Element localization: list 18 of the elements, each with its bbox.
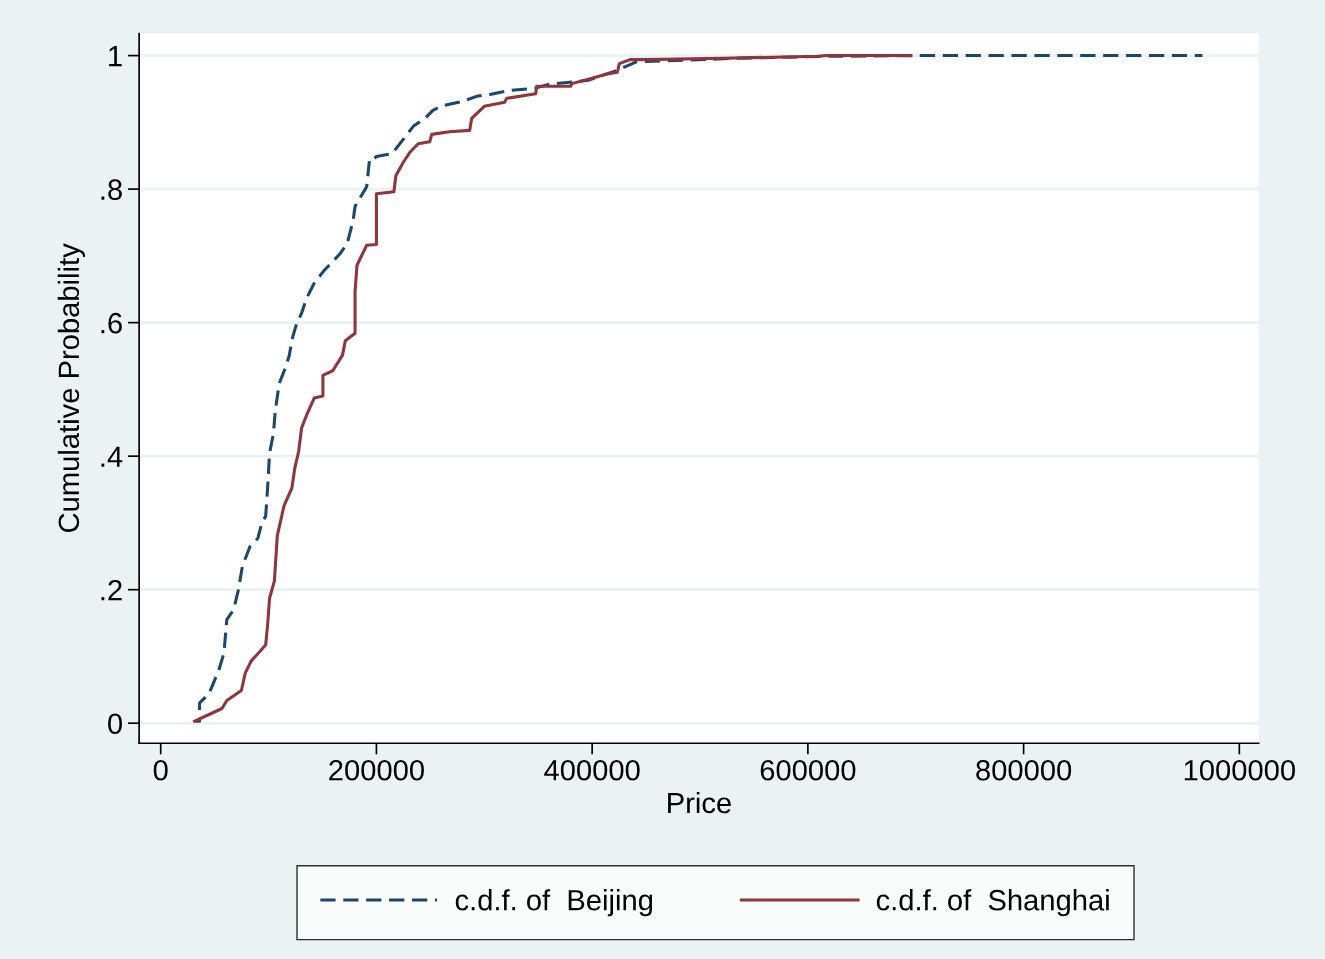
y-axis-title: Cumulative Probability bbox=[57, 243, 85, 532]
y-tick-label: .4 bbox=[101, 446, 123, 467]
x-axis-title: Price bbox=[668, 791, 731, 814]
legend-label: c.d.f. of Shanghai bbox=[876, 889, 1109, 917]
y-tick-label: 0 bbox=[108, 713, 123, 735]
y-tick-label: .6 bbox=[101, 312, 122, 334]
x-tick-label: 0 bbox=[153, 759, 168, 781]
legend-label: c.d.f. of Beijing bbox=[455, 889, 653, 917]
x-tick-label: 200000 bbox=[329, 759, 424, 781]
line-series bbox=[193, 54, 913, 723]
x-tick-label: 800000 bbox=[976, 759, 1072, 781]
x-tick-label: 1000000 bbox=[1184, 759, 1295, 781]
line-series bbox=[194, 54, 1204, 723]
y-tick-label: 1 bbox=[109, 46, 122, 67]
x-tick-label: 400000 bbox=[544, 759, 640, 781]
y-tick-label: .8 bbox=[101, 179, 122, 200]
y-tick-label: .2 bbox=[101, 579, 122, 601]
x-tick-label: 600000 bbox=[760, 759, 856, 781]
